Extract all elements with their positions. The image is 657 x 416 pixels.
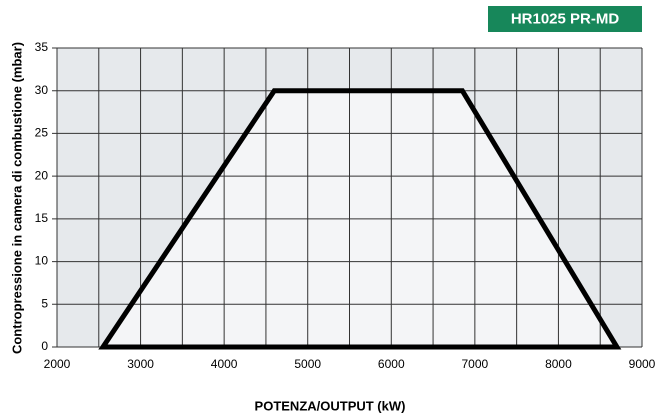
- x-tick-label: 8000: [545, 357, 572, 371]
- x-tick-label: 3000: [127, 357, 154, 371]
- y-tick-label: 25: [35, 126, 49, 140]
- x-axis-label: POTENZA/OUTPUT (kW): [255, 398, 406, 413]
- x-tick-label: 4000: [211, 357, 238, 371]
- y-axis-label: Contropressione in camera di combustione…: [9, 42, 24, 354]
- y-tick-label: 10: [35, 254, 49, 268]
- x-tick-label: 5000: [294, 357, 321, 371]
- y-tick-label: 20: [35, 168, 49, 182]
- badge: HR1025 PR-MD: [511, 10, 620, 27]
- y-tick-label: 30: [35, 83, 49, 97]
- y-tick-label: 35: [35, 40, 49, 54]
- badge-box: [488, 6, 642, 32]
- x-tick-label: 9000: [629, 357, 656, 371]
- x-tick-label: 2000: [44, 357, 71, 371]
- y-tick-label: 0: [41, 339, 48, 353]
- x-tick-label: 6000: [378, 357, 405, 371]
- x-tick-label: 7000: [462, 357, 489, 371]
- working-field-outline: [98, 88, 622, 350]
- y-tick-label: 15: [35, 211, 49, 225]
- y-tick-label: 5: [41, 296, 48, 310]
